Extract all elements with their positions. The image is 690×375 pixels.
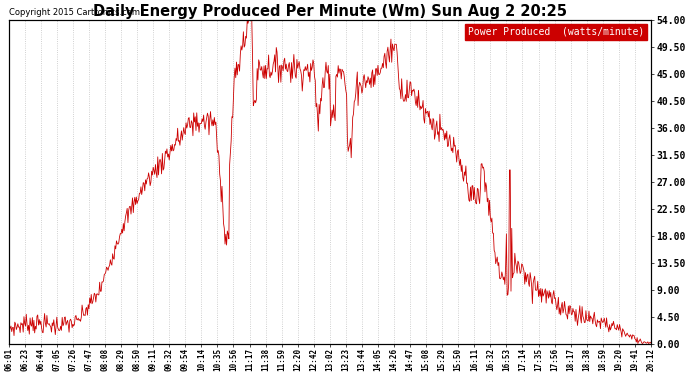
Title: Daily Energy Produced Per Minute (Wm) Sun Aug 2 20:25: Daily Energy Produced Per Minute (Wm) Su… — [92, 4, 566, 19]
Text: Power Produced  (watts/minute): Power Produced (watts/minute) — [469, 27, 644, 37]
Text: Copyright 2015 Cartronics.com: Copyright 2015 Cartronics.com — [9, 8, 139, 17]
